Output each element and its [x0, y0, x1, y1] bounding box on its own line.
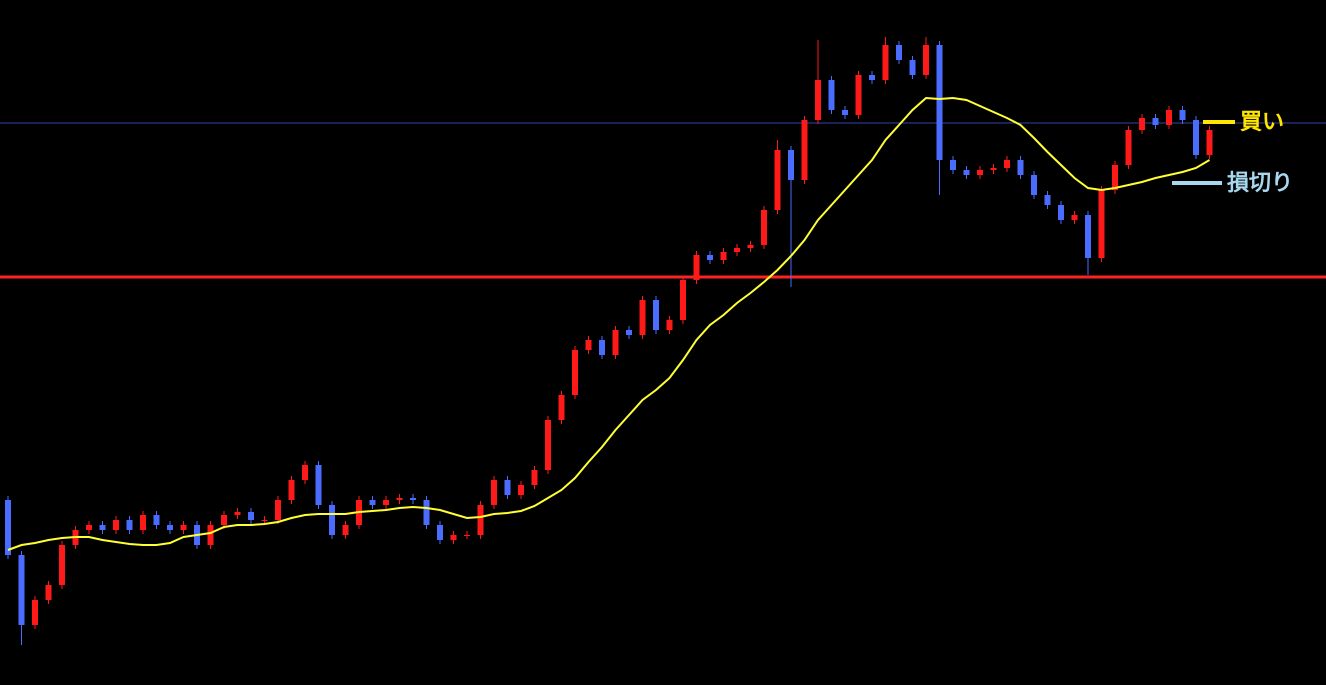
candle-body — [680, 280, 686, 320]
candle-body — [923, 45, 929, 75]
candle-body — [180, 525, 187, 530]
candle-body — [747, 245, 754, 248]
candle-body — [437, 525, 443, 540]
candle-body — [815, 80, 821, 120]
candle-body — [288, 480, 295, 500]
candle-body — [977, 170, 983, 175]
candle-body — [1152, 118, 1159, 125]
candle-body — [153, 515, 160, 525]
candle-body — [626, 330, 632, 335]
candle-body — [963, 170, 970, 175]
candle-body — [32, 600, 38, 625]
candle-body — [1071, 215, 1078, 220]
candle-body — [45, 585, 52, 600]
candle-body — [491, 480, 497, 505]
candle-body — [369, 500, 376, 505]
candle-body — [639, 300, 646, 335]
candle-body — [410, 498, 416, 500]
candle-body — [126, 520, 133, 530]
candle-body — [504, 480, 511, 495]
candle-body — [1058, 205, 1064, 220]
candle-body — [612, 330, 619, 355]
candle-body — [842, 110, 848, 115]
candle-body — [1179, 110, 1186, 120]
candle-body — [950, 160, 956, 170]
candle-body — [207, 525, 214, 545]
candle-body — [1004, 160, 1010, 168]
candle-body — [1098, 190, 1105, 258]
candle-body — [302, 465, 308, 480]
candle-body — [1125, 130, 1132, 165]
candle-body — [707, 255, 713, 260]
candle-body — [5, 500, 11, 555]
annotation-label: 損切り — [1227, 171, 1293, 196]
candle-body — [882, 45, 889, 80]
moving-average — [7, 96, 1211, 551]
candle-body — [113, 520, 119, 530]
candle-body — [464, 535, 470, 536]
candle-body — [234, 512, 241, 515]
candle-body — [788, 150, 794, 180]
candle-body — [1193, 120, 1199, 155]
candle-body — [450, 535, 457, 540]
candle-body — [869, 75, 875, 80]
candle-body — [720, 252, 727, 260]
candle-body — [558, 395, 565, 420]
candle-body — [383, 500, 389, 505]
candle-body — [518, 485, 524, 495]
candle-body — [329, 505, 335, 535]
candle-body — [734, 248, 740, 252]
candle-body — [896, 45, 902, 60]
candle-body — [1085, 215, 1091, 258]
candle-body — [1166, 110, 1172, 125]
candle-body — [1044, 195, 1051, 205]
candle-body — [221, 515, 227, 525]
candle-body — [828, 80, 835, 110]
candle-body — [261, 520, 268, 521]
candle-body — [572, 350, 578, 395]
candle-body — [1017, 160, 1024, 175]
candle-body — [1206, 130, 1213, 155]
candle-body — [167, 525, 173, 530]
candle-body — [761, 210, 767, 245]
candle-body — [59, 545, 65, 585]
candle-body — [990, 168, 997, 170]
candle-body — [342, 525, 349, 535]
candle-body — [1031, 175, 1037, 195]
candle-body — [653, 300, 659, 330]
candle-body — [545, 420, 551, 470]
candle-body — [248, 512, 254, 520]
annotation-label: 買い — [1240, 110, 1284, 135]
candle-body — [909, 60, 916, 75]
candle-body — [693, 255, 700, 280]
candle-body — [936, 45, 943, 160]
candle-body — [477, 505, 484, 535]
candle-body — [531, 470, 538, 485]
candle-body — [396, 498, 403, 500]
candle-body — [774, 150, 781, 210]
candle-body — [1139, 118, 1145, 130]
candle-body — [801, 120, 808, 180]
candle-body — [666, 320, 673, 330]
candle-body — [275, 500, 281, 520]
candle-body — [585, 340, 592, 350]
candle-body — [140, 515, 146, 530]
candle-body — [99, 525, 106, 530]
candle-body — [855, 75, 862, 115]
candle-body — [315, 465, 322, 505]
candle-body — [86, 525, 92, 530]
candle-body — [1112, 165, 1118, 190]
candle-body — [599, 340, 605, 355]
candle-body — [423, 500, 430, 525]
candle-body — [18, 555, 25, 625]
